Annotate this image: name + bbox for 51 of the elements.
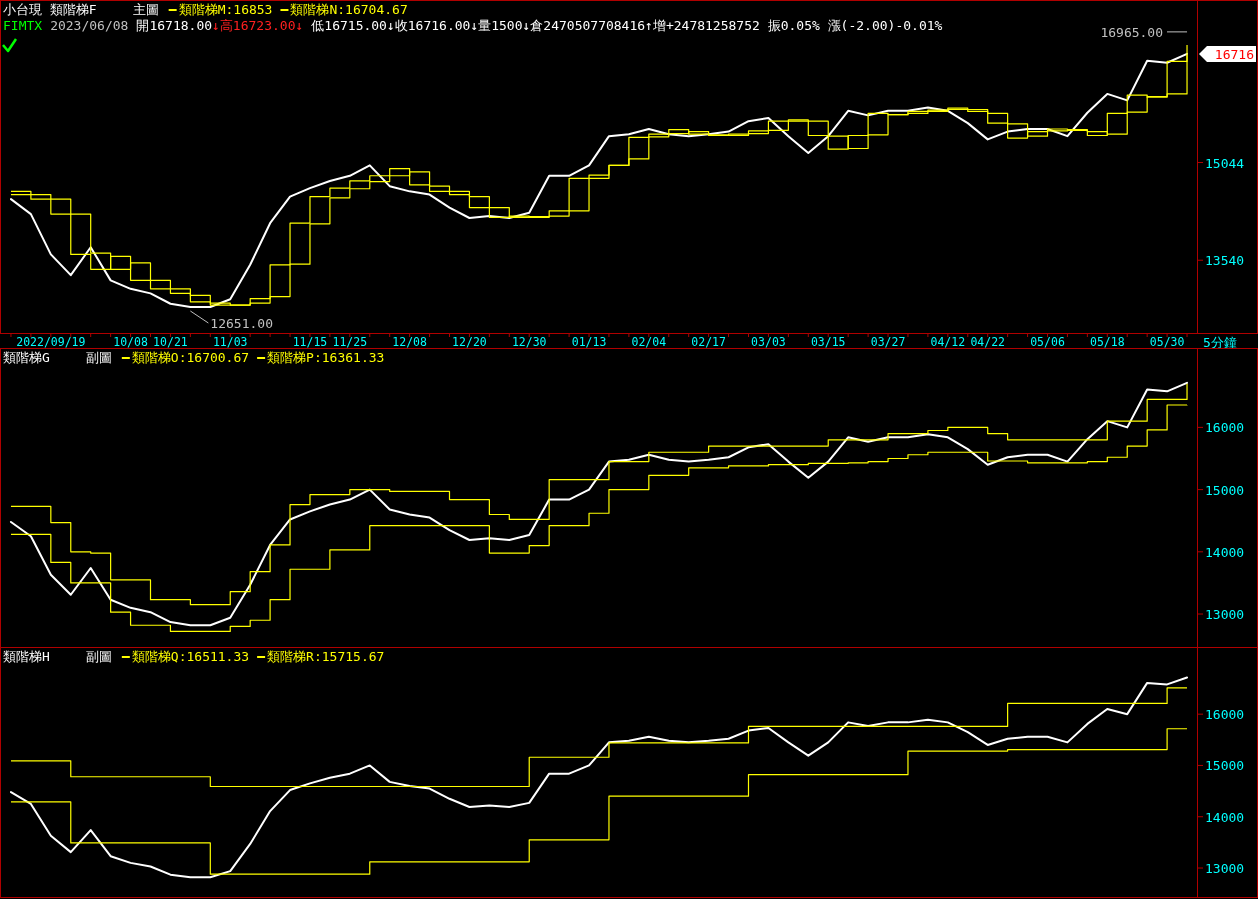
legend-label: 類階梯O:16700.67 [131, 350, 250, 365]
y-tick-label: 15000 [1205, 758, 1245, 774]
x-tick-label: 10/21 [153, 335, 188, 349]
y-tick-label: 13000 [1205, 861, 1245, 877]
chart-subtitle: 副圖 [85, 350, 112, 365]
y-tick-label: 16000 [1205, 420, 1245, 436]
annotation: 2023/06/08 [50, 18, 129, 33]
annotation: 16965.00 [1100, 24, 1164, 40]
chart-subtitle: 副圖 [85, 649, 112, 664]
legend-label: 類階梯Q:16511.33 [131, 649, 250, 664]
x-tick-label: 03/03 [751, 335, 786, 349]
x-tick-label: 03/27 [870, 335, 906, 349]
x-tick-label: 11/25 [332, 335, 368, 349]
x-tick-label: 12/20 [452, 335, 487, 349]
x-tick-label: 04/22 [970, 335, 1006, 349]
x-tick-label: 11/03 [212, 335, 248, 349]
chart-title: 小台現 類階梯F [3, 2, 97, 17]
x-tick-label: 2022/09/19 [16, 335, 86, 349]
x-tick-label: 03/15 [810, 335, 846, 349]
annotation: ↓高16723.00↓ [212, 18, 304, 33]
x-tick-label: 12/30 [511, 335, 547, 349]
x-tick-label: 05/06 [1030, 335, 1065, 349]
legend-label: 類階梯P:16361.33 [267, 350, 385, 365]
legend-label: 類階梯R:15715.67 [267, 649, 385, 664]
x-tick-label: 02/17 [691, 335, 727, 349]
annotation: 開16718.00 [136, 18, 213, 33]
annotation: 低16715.00↓收16716.00↓量1500↓倉2470507708416↑增+24781258752 振0.05% 漲(-2.00)-0.01% [311, 18, 943, 33]
x-tick-label: 12/08 [392, 335, 428, 349]
annotation: FIMTX [3, 18, 43, 33]
x-tick-label: 04/12 [930, 335, 966, 349]
legend-label: 類階梯N:16704.67 [290, 2, 408, 17]
y-tick-label: 16000 [1205, 707, 1245, 723]
chart-title: 類階梯H [3, 649, 50, 664]
legend-label: 類階梯M:16853 [178, 2, 273, 17]
chart-title: 類階梯G [3, 350, 50, 365]
y-tick-label: 14000 [1205, 544, 1245, 560]
annotation: 12651.00 [210, 316, 273, 332]
y-tick-label: 15044 [1205, 155, 1245, 171]
x-tick-label: 01/13 [571, 335, 607, 349]
text: 16716 [1214, 46, 1254, 62]
x-tick-label: 02/04 [631, 335, 667, 349]
x-tick-label: 05/18 [1089, 335, 1125, 349]
x-tick-label: 11/15 [292, 335, 328, 349]
x-axis-title: 5分鐘 [1203, 335, 1237, 350]
y-tick-label: 14000 [1205, 809, 1245, 825]
x-tick-label: 10/08 [113, 335, 148, 349]
y-tick-label: 15000 [1205, 482, 1245, 498]
y-tick-label: 13000 [1205, 607, 1245, 623]
x-tick-label: 05/30 [1149, 335, 1185, 349]
chart-subtitle: 主圖 [132, 2, 159, 17]
y-tick-label: 13540 [1205, 253, 1245, 269]
